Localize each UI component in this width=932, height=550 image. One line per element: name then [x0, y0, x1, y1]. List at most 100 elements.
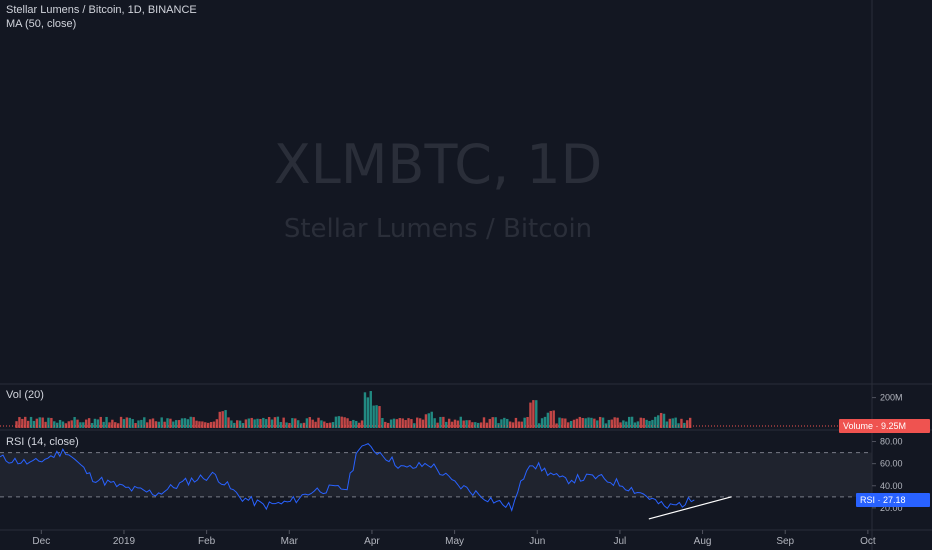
volume-bar[interactable] [337, 416, 341, 428]
volume-bar[interactable] [99, 416, 102, 428]
volume-bar[interactable] [630, 416, 634, 428]
volume-bar[interactable] [401, 418, 404, 428]
volume-bar[interactable] [175, 420, 178, 428]
volume-bar[interactable] [610, 419, 613, 428]
volume-bar[interactable] [24, 416, 27, 428]
volume-bar[interactable] [247, 418, 251, 428]
volume-bar[interactable] [665, 421, 669, 428]
volume-bar[interactable] [32, 420, 36, 428]
volume-bar[interactable] [21, 418, 24, 428]
volume-bar[interactable] [378, 406, 381, 428]
volume-bar[interactable] [212, 421, 216, 428]
volume-bar[interactable] [55, 422, 59, 428]
volume-bar[interactable] [218, 411, 221, 428]
volume-bar[interactable] [311, 419, 314, 428]
volume-bar[interactable] [125, 417, 129, 428]
volume-bar[interactable] [668, 418, 672, 428]
rsi-line[interactable] [0, 443, 695, 513]
volume-bar[interactable] [145, 422, 149, 428]
volume-bar[interactable] [627, 416, 631, 428]
volume-bar[interactable] [90, 422, 94, 428]
volume-bar[interactable] [453, 419, 457, 428]
volume-bar[interactable] [102, 421, 105, 428]
volume-bar[interactable] [26, 420, 30, 428]
volume-bar[interactable] [352, 419, 355, 428]
volume-bar[interactable] [183, 418, 187, 428]
volume-bar[interactable] [558, 417, 561, 428]
volume-bar[interactable] [343, 417, 346, 428]
volume-bar[interactable] [462, 420, 465, 428]
volume-bar[interactable] [572, 419, 576, 428]
volume-bar[interactable] [209, 422, 213, 428]
volume-bar[interactable] [221, 411, 224, 428]
volume-bar[interactable] [540, 418, 544, 428]
volume-bar[interactable] [363, 392, 367, 428]
volume-bar[interactable] [192, 417, 195, 428]
volume-bar[interactable] [471, 422, 474, 428]
volume-bar[interactable] [567, 422, 570, 428]
volume-bar[interactable] [302, 422, 306, 428]
volume-bar[interactable] [186, 419, 190, 428]
volume-bar[interactable] [616, 417, 619, 428]
volume-bar[interactable] [282, 417, 285, 428]
volume-bar[interactable] [143, 417, 146, 428]
volume-bar[interactable] [53, 421, 56, 428]
volume-bar[interactable] [410, 419, 413, 428]
volume-bar[interactable] [648, 420, 651, 428]
volume-bar[interactable] [596, 420, 599, 428]
volume-bar[interactable] [447, 418, 451, 428]
volume-bar[interactable] [375, 405, 378, 428]
volume-bar[interactable] [613, 417, 616, 428]
volume-bar[interactable] [520, 421, 523, 428]
volume-bar[interactable] [671, 418, 674, 428]
volume-bar[interactable] [491, 417, 494, 428]
volume-bar[interactable] [349, 421, 352, 428]
volume-bar[interactable] [418, 418, 422, 428]
volume-bar[interactable] [657, 415, 660, 428]
volume-bar[interactable] [506, 418, 509, 428]
volume-bar[interactable] [416, 417, 419, 428]
volume-bar[interactable] [569, 420, 573, 428]
volume-bar[interactable] [93, 418, 97, 428]
volume-bar[interactable] [180, 418, 184, 428]
volume-bar[interactable] [683, 422, 686, 428]
volume-bar[interactable] [529, 402, 532, 428]
volume-bar[interactable] [598, 416, 602, 428]
volume-bar[interactable] [619, 422, 622, 428]
volume-bar[interactable] [688, 417, 692, 428]
volume-bar[interactable] [593, 418, 596, 428]
volume-bar[interactable] [29, 416, 33, 428]
volume-bar[interactable] [108, 422, 111, 428]
volume-bar[interactable] [517, 421, 521, 428]
volume-bar[interactable] [543, 416, 547, 428]
volume-bar[interactable] [645, 419, 648, 428]
volume-bar[interactable] [154, 421, 158, 428]
volume-bar[interactable] [44, 421, 47, 428]
volume-bar[interactable] [67, 421, 70, 428]
volume-bar[interactable] [204, 422, 207, 428]
volume-bar[interactable] [511, 422, 515, 428]
volume-bar[interactable] [523, 417, 526, 428]
volume-bar[interactable] [476, 422, 480, 428]
volume-bar[interactable] [61, 421, 65, 428]
volume-bar[interactable] [662, 413, 666, 428]
volume-bar[interactable] [58, 419, 62, 428]
volume-bar[interactable] [561, 418, 564, 428]
volume-bar[interactable] [233, 422, 236, 428]
volume-bar[interactable] [439, 416, 442, 428]
volume-bar[interactable] [169, 418, 172, 428]
volume-bar[interactable] [639, 417, 643, 428]
volume-bar[interactable] [549, 410, 552, 428]
volume-bar[interactable] [189, 416, 192, 428]
volume-bar[interactable] [320, 420, 323, 428]
volume-bar[interactable] [514, 417, 518, 428]
volume-bar[interactable] [581, 417, 584, 428]
volume-bar[interactable] [128, 417, 131, 428]
volume-bar[interactable] [680, 418, 683, 428]
volume-bar[interactable] [285, 422, 288, 428]
volume-bar[interactable] [482, 417, 486, 428]
volume-bar[interactable] [468, 420, 471, 428]
volume-bar[interactable] [369, 391, 372, 428]
volume-bar[interactable] [392, 418, 396, 428]
volume-bar[interactable] [279, 421, 282, 428]
